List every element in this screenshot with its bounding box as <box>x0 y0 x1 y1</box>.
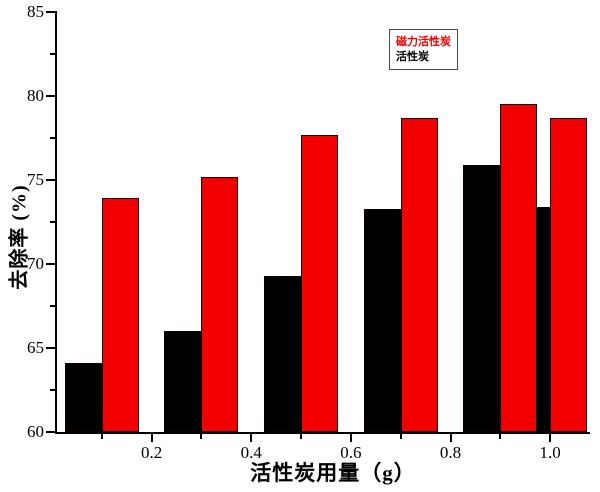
x-major-tick <box>150 434 153 442</box>
y-axis-title: 去除率 (%) <box>8 184 31 290</box>
bar-magnetic-activated-carbon-2 <box>301 134 339 432</box>
bar-activated-carbon-1 <box>164 331 202 432</box>
y-major-tick <box>46 431 55 433</box>
x-tick-label: 1.0 <box>539 443 561 462</box>
bar-activated-carbon-3 <box>363 208 401 432</box>
bar-magnetic-activated-carbon-4 <box>500 104 538 432</box>
x-tick-label: 0.2 <box>141 443 163 462</box>
bar-magnetic-activated-carbon-5 <box>550 117 588 432</box>
y-minor-tick <box>50 221 55 223</box>
x-minor-tick <box>100 434 103 439</box>
y-minor-tick <box>50 53 55 55</box>
y-tick-label: 60 <box>27 422 44 441</box>
bar-activated-carbon-0 <box>64 363 102 432</box>
x-tick-label: 0.8 <box>439 443 462 462</box>
x-minor-tick <box>499 434 502 439</box>
legend: 磁力活性炭 活性炭 <box>389 29 458 70</box>
x-major-tick <box>449 434 452 442</box>
y-tick-label: 65 <box>27 338 44 357</box>
y-minor-tick <box>50 389 55 391</box>
legend-entry-magnetic-activated-carbon: 磁力活性炭 <box>396 36 451 48</box>
y-tick-label: 70 <box>27 254 44 273</box>
y-minor-tick <box>50 137 55 139</box>
legend-entry-activated-carbon: 活性炭 <box>396 51 429 63</box>
x-minor-tick <box>200 434 203 439</box>
bar-magnetic-activated-carbon-1 <box>201 176 239 432</box>
y-major-tick <box>46 347 55 349</box>
bar-magnetic-activated-carbon-3 <box>400 117 438 432</box>
y-tick-label: 85 <box>27 2 44 21</box>
y-major-tick <box>46 179 55 181</box>
y-axis-spine <box>55 11 57 434</box>
y-major-tick <box>46 95 55 97</box>
y-minor-tick <box>50 305 55 307</box>
x-axis-spine <box>55 432 590 434</box>
x-minor-tick <box>399 434 402 439</box>
x-major-tick <box>250 434 253 442</box>
y-tick-label: 75 <box>27 170 44 189</box>
x-major-tick <box>549 434 552 442</box>
y-tick-label: 80 <box>27 86 44 105</box>
x-tick-label: 0.4 <box>240 443 262 462</box>
x-minor-tick <box>300 434 303 439</box>
bar-activated-carbon-4 <box>463 164 501 432</box>
bar-activated-carbon-2 <box>264 275 302 432</box>
x-major-tick <box>349 434 352 442</box>
x-tick-label: 0.6 <box>340 443 362 462</box>
y-major-tick <box>46 11 55 13</box>
y-major-tick <box>46 263 55 265</box>
x-axis-title: 活性炭用量（g） <box>250 461 416 485</box>
bar-magnetic-activated-carbon-0 <box>101 198 139 432</box>
